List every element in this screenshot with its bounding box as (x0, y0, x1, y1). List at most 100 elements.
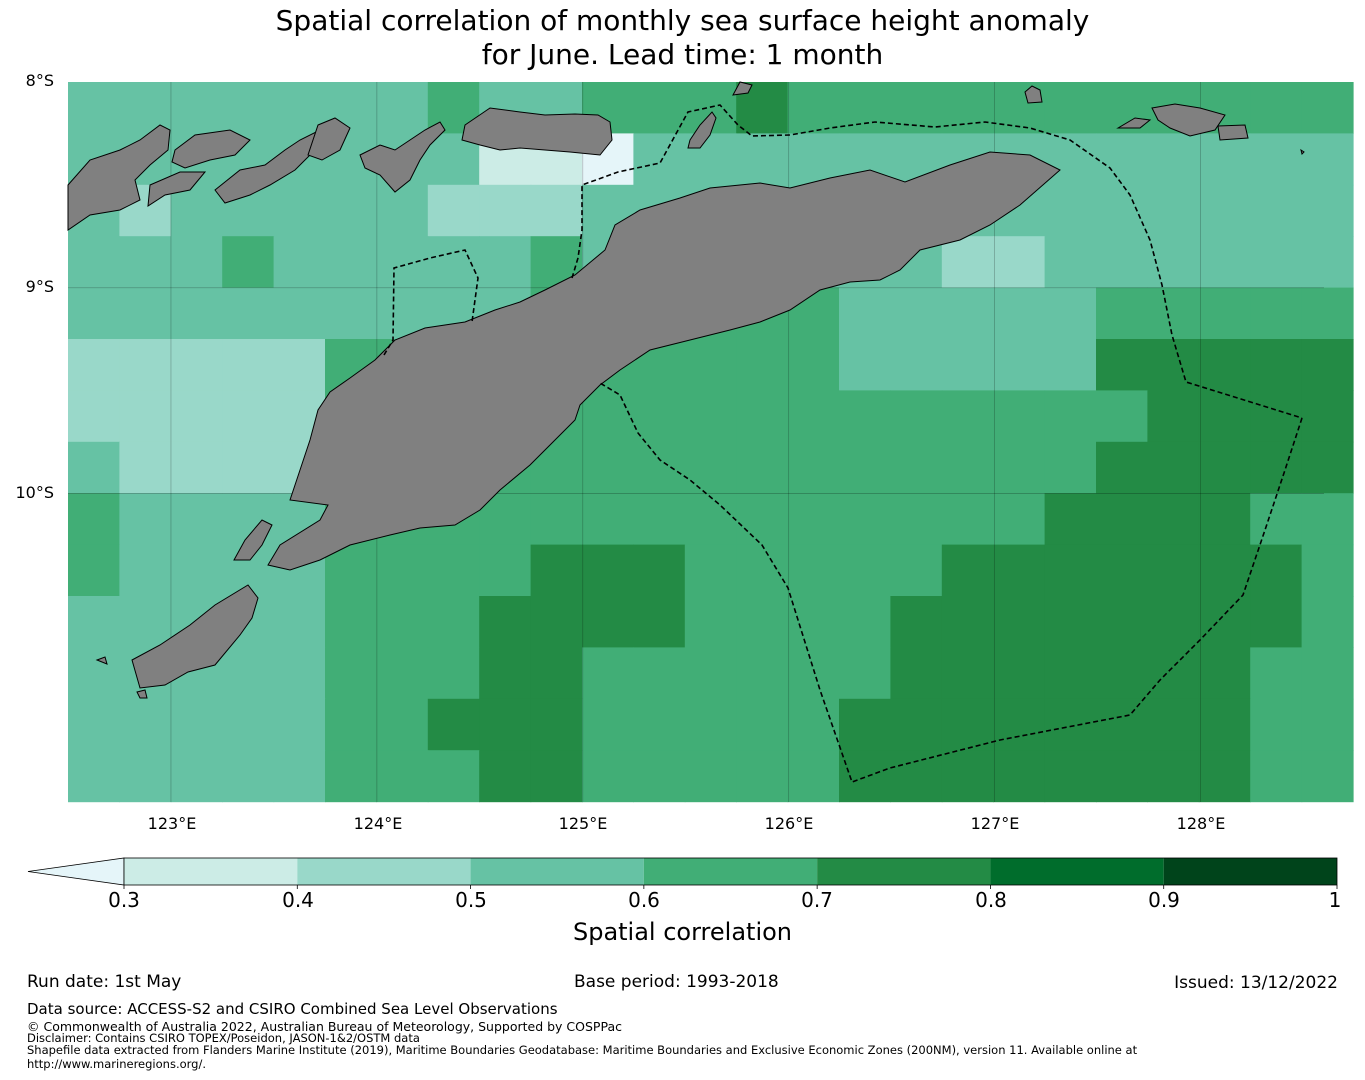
grid-cell (736, 750, 789, 803)
grid-cell (993, 287, 1046, 340)
grid-cell (1301, 133, 1354, 186)
grid-cell (427, 698, 480, 751)
grid-cell (993, 596, 1046, 648)
shapefile-url: http://www.marineregions.org/. (27, 1057, 206, 1071)
grid-cell (684, 493, 737, 546)
map-area (67, 81, 1354, 803)
grid-cell (68, 339, 120, 391)
grid-cell (684, 441, 737, 494)
grid-cell (1250, 647, 1303, 700)
grid-cell (479, 647, 532, 700)
grid-cell (479, 236, 532, 289)
grid-cell (941, 647, 994, 700)
grid-cell (170, 82, 223, 134)
grid-cell (1198, 441, 1251, 494)
grid-cell (1250, 82, 1303, 134)
grid-cell (222, 236, 275, 289)
land-lakor (1151, 103, 1226, 137)
grid-cell (839, 441, 891, 494)
grid-cell (376, 82, 429, 134)
grid-cell (273, 596, 326, 648)
grid-cell (1301, 544, 1354, 597)
grid-cell (787, 647, 840, 700)
grid-cell (1044, 750, 1097, 803)
grid-cell (68, 82, 120, 134)
grid-cell (993, 544, 1046, 597)
grid-cell (170, 544, 223, 597)
colorbar-segment (990, 858, 1164, 885)
grid-cell (68, 596, 120, 648)
grid-cell (376, 236, 429, 289)
grid-cell (839, 544, 891, 597)
grid-cell (736, 493, 789, 546)
grid-cell (68, 390, 120, 443)
grid-cell (1250, 596, 1303, 648)
grid-cell (839, 339, 891, 391)
land-rote (233, 519, 273, 561)
grid-cell (68, 441, 120, 494)
grid-cell (1301, 647, 1354, 700)
grid-cell (1044, 441, 1097, 494)
grid-cell (427, 647, 480, 700)
grid-cell (1147, 441, 1200, 494)
colorbar-segment (470, 858, 644, 885)
lon-label-125e: 125°E (558, 814, 608, 833)
grid-cell (119, 441, 172, 494)
grid-cell (787, 750, 840, 803)
lon-label-124e: 124°E (353, 814, 403, 833)
grid-cell (1198, 596, 1251, 648)
grid-cell (1198, 133, 1251, 186)
grid-cell (993, 698, 1046, 751)
grid-cell (1301, 184, 1354, 237)
eez-timor-leste-north (571, 104, 1303, 419)
grid-cell (582, 596, 634, 648)
grid-cell (684, 698, 737, 751)
grid-cell (68, 750, 120, 803)
grid-cell (325, 287, 377, 340)
grid-cell (119, 339, 172, 391)
grid-cell (479, 544, 532, 597)
grid-cell (890, 596, 943, 648)
grid-cell (1198, 698, 1251, 751)
grid-cell (993, 236, 1046, 289)
data-source: Data source: ACCESS-S2 and CSIRO Combine… (27, 1000, 558, 1018)
grid-cell (479, 596, 532, 648)
grid-cell (1250, 287, 1303, 340)
grid-cell (787, 82, 840, 134)
land-masses (67, 81, 1305, 699)
grid-cell (376, 647, 429, 700)
grid-cell (1147, 493, 1200, 546)
grid-cell (376, 596, 429, 648)
grid-cell (222, 750, 275, 803)
grid-cell (684, 544, 737, 597)
grid-cell (1301, 82, 1354, 134)
grid-cell (839, 750, 891, 803)
grid-cell (170, 184, 223, 237)
grid-cell (633, 441, 686, 494)
grid-cell (1044, 698, 1097, 751)
grid-cell (736, 596, 789, 648)
grid-cell (787, 133, 840, 186)
grid-cell (839, 390, 891, 443)
grid-cell (1044, 596, 1097, 648)
lat-label-8s: 8°S (25, 71, 54, 90)
colorbar-tick-0-3: 0.3 (108, 888, 140, 912)
grid-cell (1250, 493, 1303, 546)
grid-cell (119, 390, 172, 443)
grid-cell (1301, 441, 1354, 494)
grid-cell (941, 287, 994, 340)
grid-cell (530, 493, 583, 546)
grid-cell (222, 339, 275, 391)
grid-cell (325, 750, 377, 803)
grid-cell (68, 544, 120, 597)
grid-cell (1301, 750, 1354, 803)
grid-cell (1147, 339, 1200, 391)
land-wetar (461, 107, 613, 156)
grid-cell (787, 441, 840, 494)
grid-cell (68, 698, 120, 751)
grid-cell (1096, 390, 1148, 443)
grid-cell (1250, 441, 1303, 494)
land-timor (267, 151, 1061, 571)
grid-cell (1147, 750, 1200, 803)
grid-cell (839, 82, 891, 134)
